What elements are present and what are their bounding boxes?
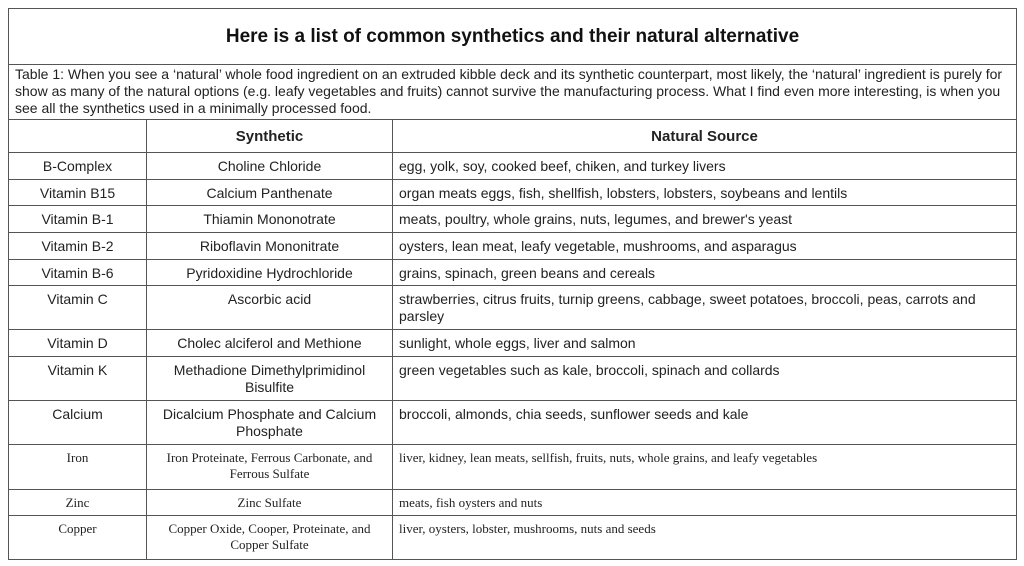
table-cell: Copper Oxide, Cooper, Proteinate, and Co… [146, 515, 393, 560]
table-cell: B-Complex [8, 152, 147, 180]
table-row: Vitamin B-2 Riboflavin Mononitrate oysters… [8, 232, 1018, 260]
table-cell: Zinc [8, 489, 147, 516]
table-row: Vitamin B-1 Thiamin Mononotrate meats, pou… [8, 205, 1018, 233]
table-cell: meats, poultry, whole grains, nuts, legu… [391, 205, 1018, 233]
header-cell: Natural Source [391, 119, 1018, 153]
table-row: Vitamin D Cholec alciferol and Methione su… [8, 329, 1018, 357]
table-cell: strawberries, citrus fruits, turnip gree… [391, 285, 1018, 330]
table-cell: Riboflavin Mononitrate [146, 232, 393, 260]
table-cell: broccoli, almonds, chia seeds, sunflower… [391, 400, 1018, 445]
table-body: B-Complex Choline Chloride egg, yolk, soy,… [8, 152, 1018, 560]
table-cell: sunlight, whole eggs, liver and salmon [391, 329, 1018, 357]
table-cell: Dicalcium Phosphate and Calcium Phosphat… [146, 400, 393, 445]
table-cell: Copper [8, 515, 147, 560]
table-row: Vitamin C Ascorbic acid strawberries, citr… [8, 285, 1018, 330]
table-cell: Pyridoxidine Hydrochloride [146, 259, 393, 286]
table-cell: Vitamin C [8, 285, 147, 330]
table-cell: Vitamin B15 [8, 179, 147, 206]
table-cell: Ascorbic acid [146, 285, 393, 330]
table-cell: Vitamin B-2 [8, 232, 147, 260]
table-cell: grains, spinach, green beans and cereals [391, 259, 1018, 286]
page: Here is a list of common synthetics and … [7, 8, 1018, 560]
table-cell: Zinc Sulfate [146, 489, 393, 516]
table-cell: Iron [8, 444, 147, 490]
table-cell: Vitamin B-1 [8, 205, 147, 233]
table-row: Vitamin B-6 Pyridoxidine Hydrochloride gra… [8, 259, 1018, 286]
table-cell: Vitamin B-6 [8, 259, 147, 286]
table-cell: oysters, lean meat, leafy vegetable, mus… [391, 232, 1018, 260]
table-row: Copper Copper Oxide, Cooper, Proteinate, … [8, 515, 1018, 560]
table-cell: green vegetables such as kale, broccoli,… [391, 356, 1018, 401]
header-row: Synthetic Natural Source [8, 119, 1018, 153]
table-cell: Cholec alciferol and Methione [146, 329, 393, 357]
table-cell: Thiamin Mononotrate [146, 205, 393, 233]
table-cell: Vitamin D [8, 329, 147, 357]
table-row: B-Complex Choline Chloride egg, yolk, soy,… [8, 152, 1018, 180]
table-cell: egg, yolk, soy, cooked beef, chiken, and… [391, 152, 1018, 180]
table-row: Calcium Dicalcium Phosphate and Calcium P… [8, 400, 1018, 445]
table-cell: Choline Chloride [146, 152, 393, 180]
caption: Table 1: When you see a ‘natural’ whole … [7, 64, 1018, 120]
header-cell: Synthetic [146, 119, 393, 153]
table: Here is a list of common synthetics and … [7, 8, 1018, 560]
table-cell: Methadione Dimethylprimidinol Bisulfite [146, 356, 393, 401]
table-row: Iron Iron Proteinate, Ferrous Carbonate, … [8, 444, 1018, 490]
table-cell: liver, oysters, lobster, mushrooms, nuts… [391, 515, 1018, 560]
table-cell: Calcium Panthenate [146, 179, 393, 206]
table-cell: organ meats eggs, fish, shellfish, lobst… [391, 179, 1018, 206]
header-cell [8, 119, 147, 153]
table-cell: Calcium [8, 400, 147, 445]
table-cell: Vitamin K [8, 356, 147, 401]
table-cell: Iron Proteinate, Ferrous Carbonate, and … [146, 444, 393, 490]
table-row: Vitamin B15 Calcium Panthenate organ meats… [8, 179, 1018, 206]
table-cell: liver, kidney, lean meats, sellfish, fru… [391, 444, 1018, 490]
table-row: Vitamin K Methadione Dimethylprimidinol B… [8, 356, 1018, 401]
table-row: Zinc Zinc Sulfate meats, fish oysters and … [8, 489, 1018, 516]
title: Here is a list of common synthetics and … [7, 8, 1018, 65]
table-cell: meats, fish oysters and nuts [391, 489, 1018, 516]
